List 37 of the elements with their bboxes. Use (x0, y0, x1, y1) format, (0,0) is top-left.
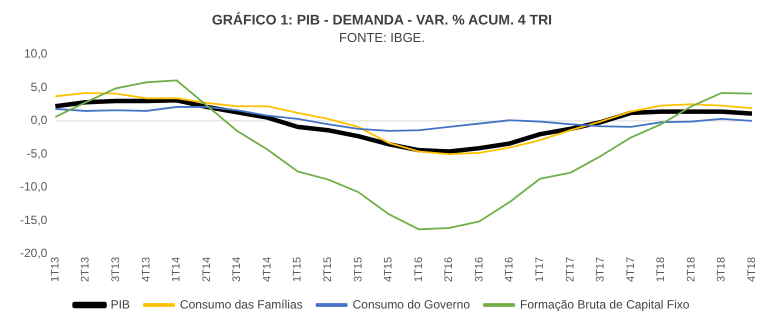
x-tick-label: 1T15 (292, 256, 304, 282)
x-tick-label: 3T13 (110, 256, 122, 282)
y-tick-label: -5,0 (26, 146, 48, 160)
x-tick-label: 2T13 (80, 256, 92, 282)
y-tick-label: 10,0 (24, 46, 48, 61)
x-tick-label: 4T16 (504, 256, 516, 282)
chart-subtitle: FONTE: IBGE. (339, 30, 425, 46)
x-tick-label: 2T15 (322, 256, 334, 282)
x-tick-label: 2T16 (443, 256, 456, 282)
x-tick-label: 1T14 (170, 256, 183, 282)
x-tick-label: 4T15 (382, 256, 395, 282)
x-tick-label: 1T13 (49, 256, 62, 282)
y-tick-label: -20,0 (20, 246, 48, 260)
x-tick-label: 2T17 (564, 256, 576, 282)
x-tick-label: 1T17 (534, 256, 546, 282)
y-tick-label: 0,0 (30, 113, 48, 128)
x-tick-label: 3T18 (716, 256, 728, 282)
chart-title: GRÁFICO 1: PIB - DEMANDA - VAR. % ACUM. 4 TRI (212, 11, 552, 28)
x-tick-label: 1T16 (412, 256, 425, 282)
x-tick-label: 1T18 (655, 256, 668, 282)
y-tick-label: -15,0 (20, 212, 48, 227)
x-tick-label: 4T17 (624, 256, 637, 282)
x-tick-label: 2T14 (200, 256, 213, 282)
legend-label: PIB (110, 297, 130, 312)
x-tick-label: 3T16 (473, 256, 486, 282)
y-tick-label: -10,0 (20, 180, 48, 194)
x-tick-label: 4T14 (261, 256, 274, 282)
legend-label: Consumo do Governo (352, 297, 470, 312)
legend-label: Consumo das Famílias (180, 297, 303, 312)
legend-label: Formação Bruta de Capital Fixo (520, 297, 690, 312)
y-tick-label: 5,0 (30, 80, 48, 94)
x-tick-label: 3T15 (352, 256, 364, 282)
x-tick-label: 4T18 (746, 256, 758, 282)
x-tick-label: 4T13 (140, 256, 152, 282)
x-tick-label: 2T18 (685, 256, 698, 282)
x-tick-label: 3T14 (231, 256, 244, 282)
x-tick-label: 3T17 (594, 256, 607, 282)
